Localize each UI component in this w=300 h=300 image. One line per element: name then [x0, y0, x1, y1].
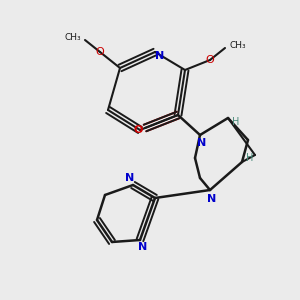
Text: O: O	[133, 125, 143, 135]
Text: CH₃: CH₃	[64, 34, 81, 43]
Text: N: N	[197, 138, 207, 148]
Text: H: H	[232, 117, 240, 127]
Text: N: N	[125, 173, 135, 183]
Text: N: N	[138, 242, 148, 252]
Text: N: N	[155, 51, 165, 61]
Text: O: O	[206, 55, 214, 65]
Text: CH₃: CH₃	[229, 41, 246, 50]
Text: O: O	[96, 47, 104, 57]
Text: N: N	[207, 194, 217, 204]
Text: H: H	[246, 153, 254, 163]
